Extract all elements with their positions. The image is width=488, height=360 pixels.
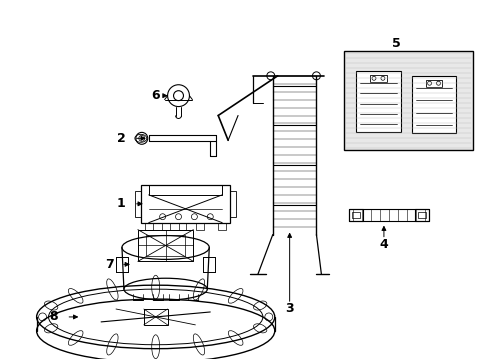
Bar [351,212,359,218]
Text: 7: 7 [104,258,113,271]
Bar [344,51,472,150]
Bar [145,235,185,256]
Text: 3: 3 [285,302,293,315]
Bar [417,212,425,218]
Bar [355,71,400,132]
Bar [144,223,152,230]
Text: 1: 1 [116,197,125,210]
Bar [425,80,442,87]
Bar [135,191,141,217]
Bar [218,223,225,230]
Bar [348,209,362,221]
Text: 5: 5 [392,37,400,50]
Text: 8: 8 [49,310,58,323]
Bar [369,75,386,82]
Bar [230,191,236,217]
Text: 2: 2 [116,132,125,145]
Bar [162,223,169,230]
Bar [138,230,193,261]
Bar [141,185,230,223]
Text: 6: 6 [151,89,160,102]
Bar [148,185,222,195]
Bar [414,209,427,221]
Bar [196,223,204,230]
Bar [178,223,186,230]
Bar [411,76,455,133]
Text: 4: 4 [379,238,387,251]
Bar [143,309,167,325]
